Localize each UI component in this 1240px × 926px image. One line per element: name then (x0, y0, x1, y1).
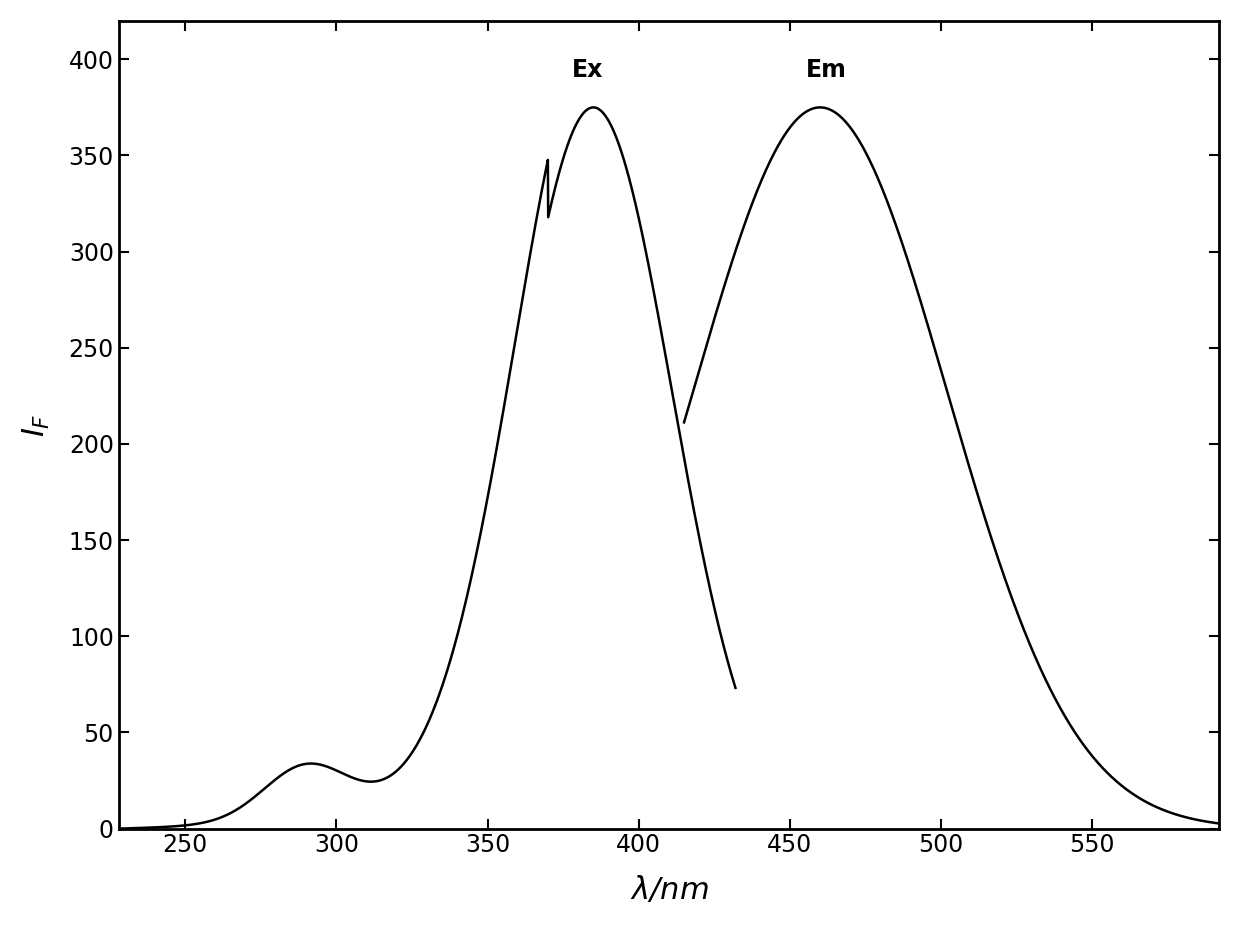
X-axis label: $\lambda$/nm: $\lambda$/nm (630, 874, 708, 906)
Y-axis label: $I_F$: $I_F$ (21, 413, 52, 436)
Text: Em: Em (806, 58, 847, 82)
Text: Ex: Ex (572, 58, 603, 82)
